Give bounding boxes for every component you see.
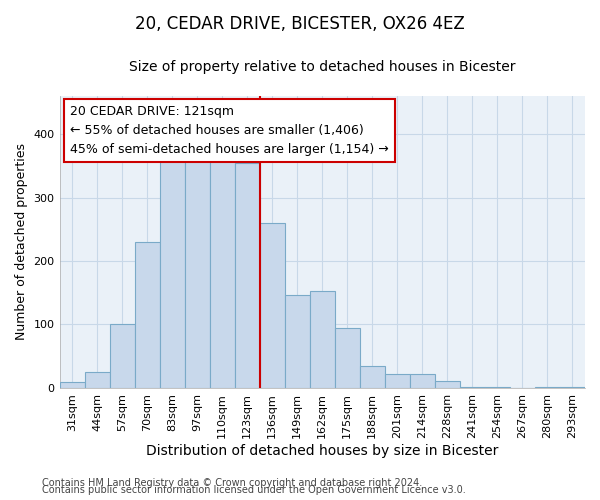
Bar [235,162,260,388]
Bar [360,366,385,388]
Bar [410,374,435,388]
Bar [160,156,185,388]
Y-axis label: Number of detached properties: Number of detached properties [15,144,28,340]
Bar [435,381,460,388]
Bar [85,372,110,388]
Bar [209,150,235,388]
Title: Size of property relative to detached houses in Bicester: Size of property relative to detached ho… [129,60,515,74]
Text: 20 CEDAR DRIVE: 121sqm
← 55% of detached houses are smaller (1,406)
45% of semi-: 20 CEDAR DRIVE: 121sqm ← 55% of detached… [70,105,389,156]
Bar [110,324,134,388]
Bar [260,223,285,388]
Bar [335,328,360,388]
Bar [285,294,310,388]
Text: Contains HM Land Registry data © Crown copyright and database right 2024.: Contains HM Land Registry data © Crown c… [42,478,422,488]
Bar [134,242,160,388]
Bar [185,153,209,388]
Text: Contains public sector information licensed under the Open Government Licence v3: Contains public sector information licen… [42,485,466,495]
Bar [460,386,485,388]
X-axis label: Distribution of detached houses by size in Bicester: Distribution of detached houses by size … [146,444,499,458]
Bar [310,291,335,388]
Bar [385,374,410,388]
Text: 20, CEDAR DRIVE, BICESTER, OX26 4EZ: 20, CEDAR DRIVE, BICESTER, OX26 4EZ [135,15,465,33]
Bar [59,382,85,388]
